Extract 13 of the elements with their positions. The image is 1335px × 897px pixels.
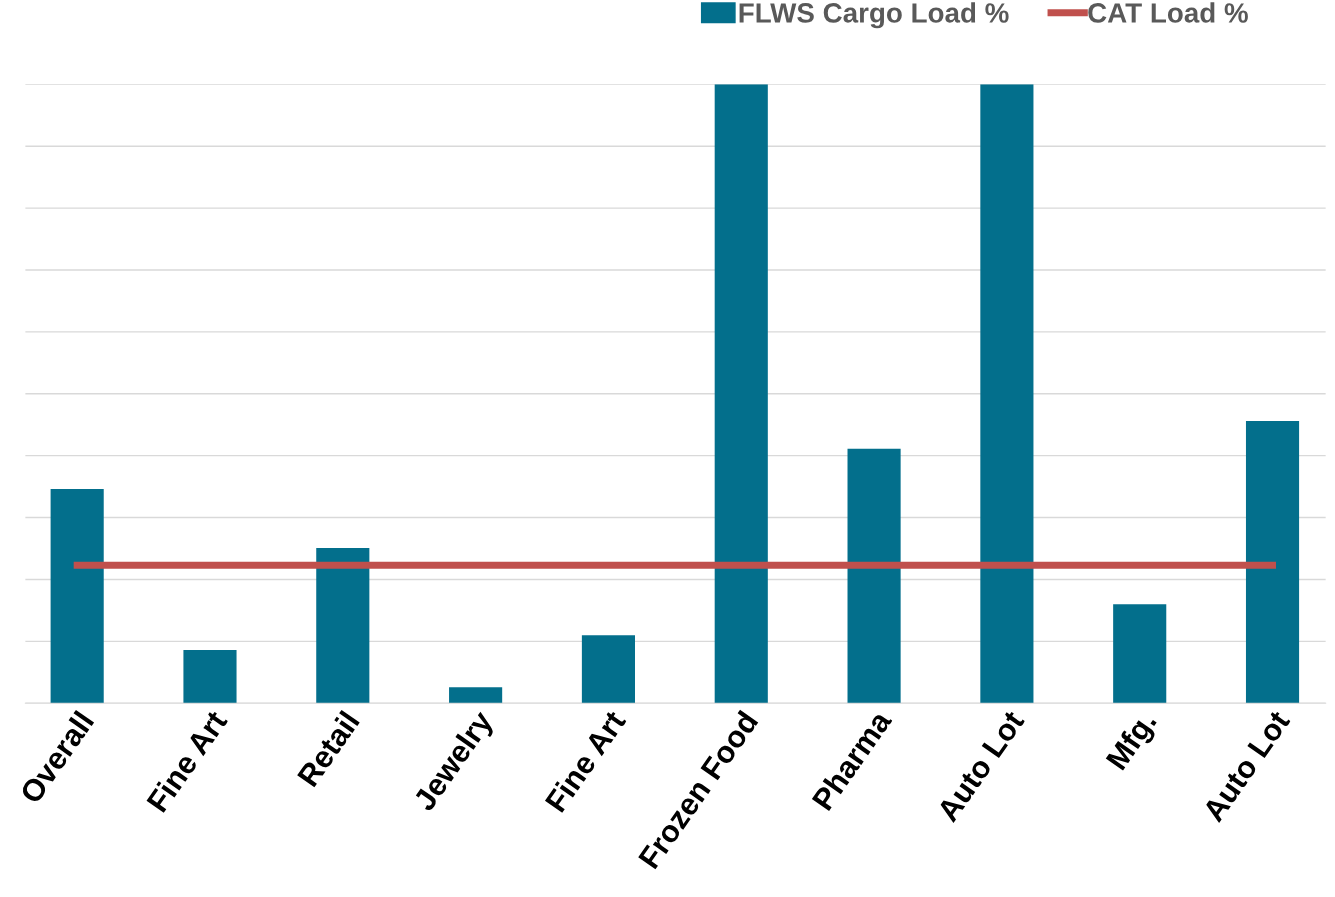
bar	[714, 84, 768, 704]
bar	[1113, 604, 1167, 704]
bar	[1245, 421, 1300, 704]
legend-label: FLWS Cargo Load %	[739, 2, 1009, 29]
bar	[847, 448, 901, 704]
bar	[316, 547, 370, 704]
bar	[449, 687, 503, 704]
bar	[183, 650, 237, 704]
bar	[581, 635, 635, 704]
bar	[50, 489, 104, 704]
bar	[980, 84, 1034, 704]
x-tick-label: Mfg.	[1104, 709, 1162, 775]
legend-label: CAT Load %	[1088, 2, 1248, 23]
